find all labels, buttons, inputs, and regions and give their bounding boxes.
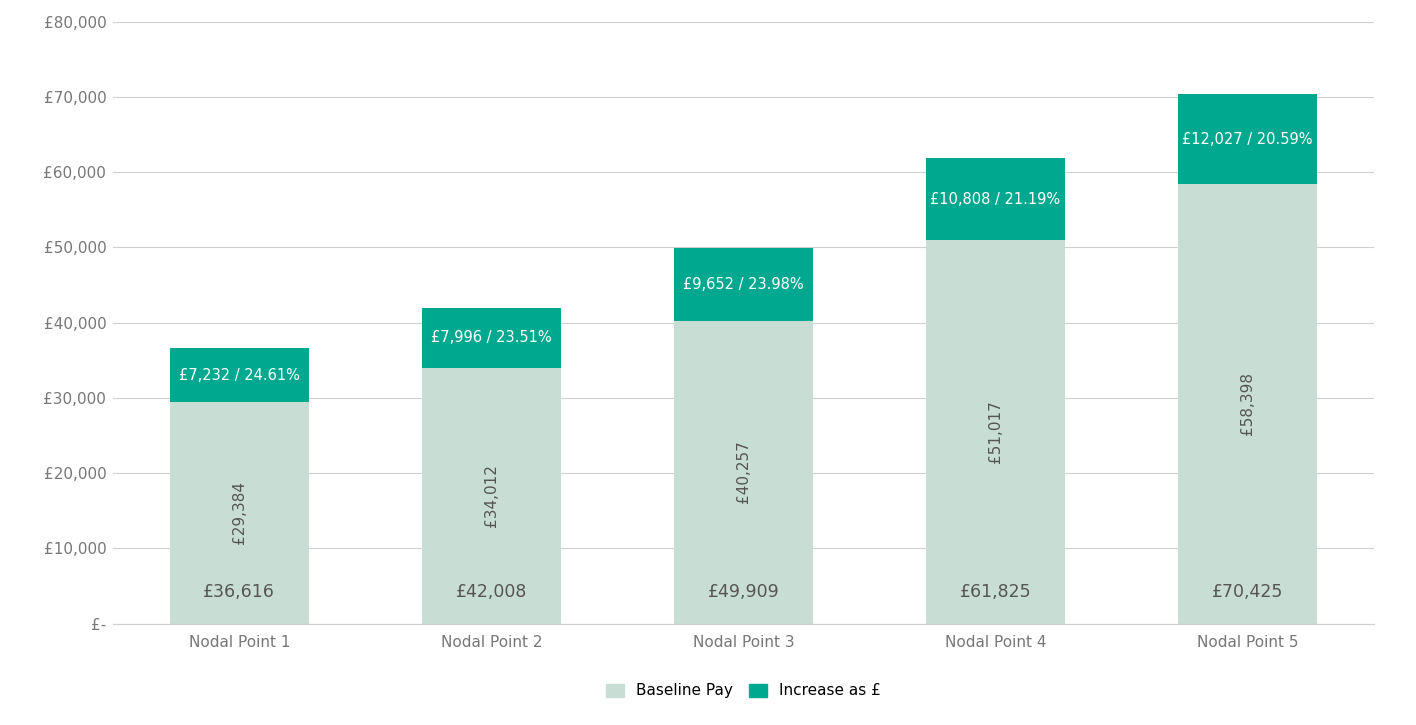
Text: £61,825: £61,825: [960, 583, 1031, 601]
Bar: [926, 240, 1065, 624]
Bar: [1178, 94, 1317, 184]
Bar: [170, 348, 309, 402]
Text: £42,008: £42,008: [456, 583, 527, 601]
Bar: [422, 368, 561, 624]
Text: £58,398: £58,398: [1240, 373, 1255, 436]
Text: £7,232 / 24.61%: £7,232 / 24.61%: [178, 368, 300, 383]
Text: £12,027 / 20.59%: £12,027 / 20.59%: [1182, 131, 1313, 146]
Legend: Baseline Pay, Increase as £: Baseline Pay, Increase as £: [598, 676, 889, 706]
Bar: [422, 307, 561, 368]
Bar: [170, 402, 309, 624]
Bar: [1178, 184, 1317, 624]
Text: £49,909: £49,909: [708, 583, 779, 601]
Text: £10,808 / 21.19%: £10,808 / 21.19%: [930, 191, 1061, 207]
Text: £7,996 / 23.51%: £7,996 / 23.51%: [430, 330, 552, 345]
Text: £34,012: £34,012: [484, 464, 498, 527]
Text: £36,616: £36,616: [204, 583, 275, 601]
Bar: [674, 320, 813, 624]
Text: £40,257: £40,257: [736, 441, 750, 503]
Bar: [926, 159, 1065, 240]
Bar: [674, 248, 813, 320]
Text: £9,652 / 23.98%: £9,652 / 23.98%: [683, 277, 804, 292]
Text: £29,384: £29,384: [232, 481, 246, 544]
Text: £70,425: £70,425: [1212, 583, 1283, 601]
Text: £51,017: £51,017: [988, 400, 1003, 463]
